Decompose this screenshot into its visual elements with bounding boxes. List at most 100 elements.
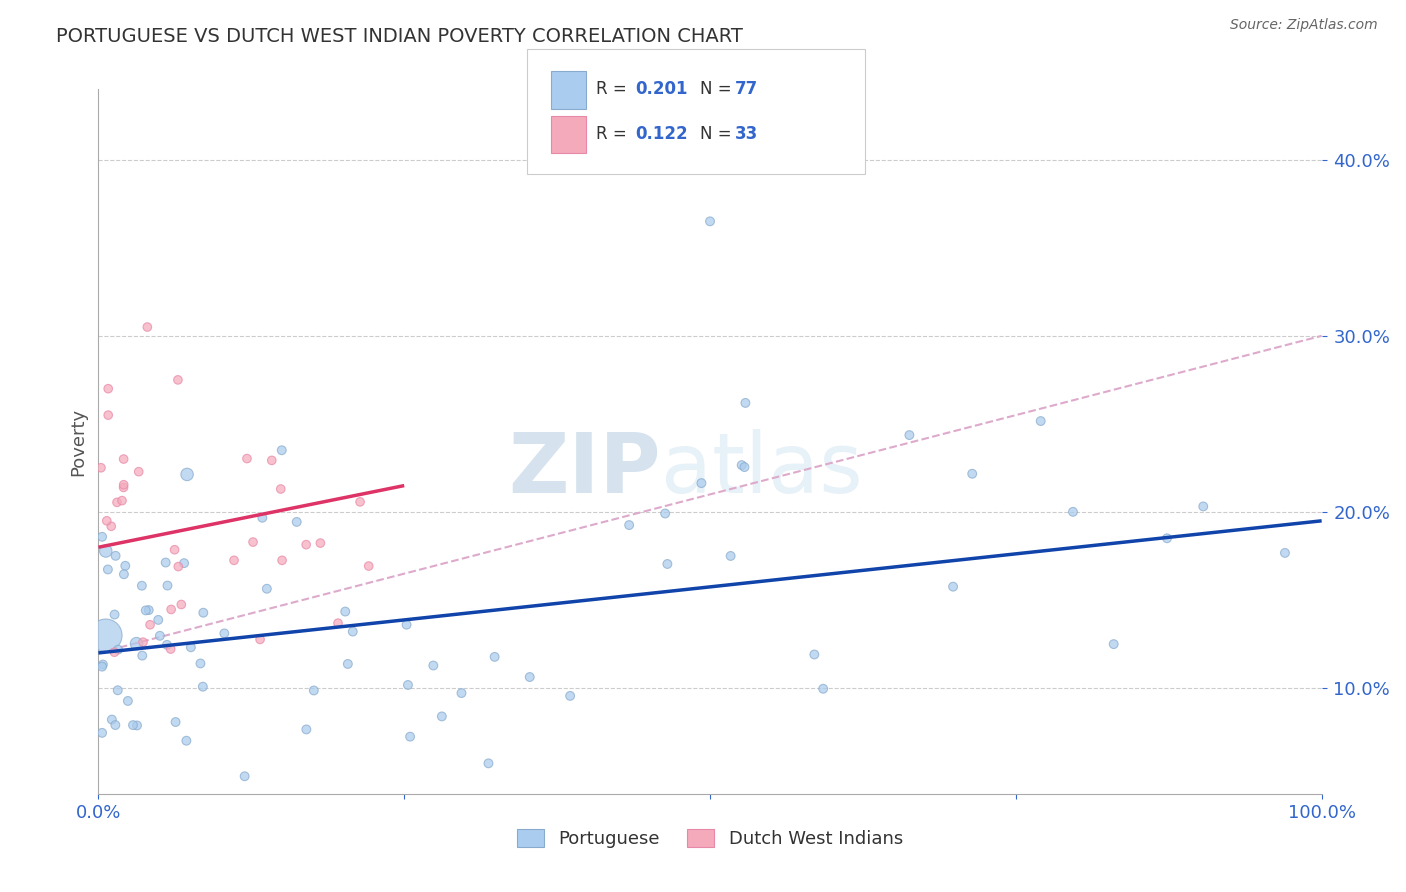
Point	[720, 549, 742, 563]
Point	[176, 733, 198, 747]
Point	[295, 538, 318, 552]
Point	[617, 518, 640, 533]
Point	[256, 582, 278, 596]
Point	[159, 642, 181, 657]
Point	[97, 408, 120, 422]
Point	[165, 714, 187, 729]
Point	[139, 617, 162, 632]
Text: 33: 33	[735, 125, 759, 143]
Text: 77: 77	[735, 80, 759, 98]
Point	[960, 467, 983, 481]
Point	[349, 495, 371, 509]
Point	[342, 624, 364, 639]
Point	[167, 373, 190, 387]
Point	[104, 549, 127, 563]
Point	[136, 320, 159, 334]
Point	[112, 452, 135, 467]
Point	[1156, 531, 1178, 545]
Point	[125, 718, 148, 732]
Point	[1029, 414, 1052, 428]
Point	[260, 453, 283, 467]
Point	[242, 535, 264, 549]
Point	[399, 730, 422, 744]
Point	[94, 544, 117, 558]
Text: R =: R =	[596, 80, 633, 98]
Point	[270, 482, 292, 496]
Point	[252, 510, 274, 524]
Point	[1102, 637, 1125, 651]
Point	[132, 635, 155, 649]
Point	[690, 476, 713, 491]
Point	[295, 723, 318, 737]
Point	[149, 629, 172, 643]
Point	[138, 603, 160, 617]
Point	[271, 553, 294, 567]
Point	[173, 556, 195, 570]
Point	[942, 580, 965, 594]
Point	[112, 477, 135, 491]
Text: R =: R =	[596, 125, 633, 143]
Point	[395, 617, 418, 632]
Text: 0.201: 0.201	[636, 80, 688, 98]
Point	[107, 683, 129, 698]
Point	[657, 557, 679, 571]
Point	[1192, 500, 1215, 514]
Point	[91, 530, 114, 544]
Point	[450, 686, 472, 700]
Point	[898, 428, 921, 442]
Legend: Portuguese, Dutch West Indians: Portuguese, Dutch West Indians	[510, 822, 910, 855]
Point	[233, 769, 256, 783]
Text: Source: ZipAtlas.com: Source: ZipAtlas.com	[1230, 18, 1378, 32]
Point	[519, 670, 541, 684]
Point	[285, 515, 308, 529]
Point	[180, 640, 202, 655]
Text: PORTUGUESE VS DUTCH WEST INDIAN POVERTY CORRELATION CHART: PORTUGUESE VS DUTCH WEST INDIAN POVERTY …	[56, 27, 744, 45]
Point	[357, 559, 380, 574]
Point	[654, 507, 676, 521]
Point	[336, 657, 359, 671]
Point	[104, 718, 127, 732]
Point	[101, 713, 124, 727]
Text: N =: N =	[700, 80, 737, 98]
Point	[135, 603, 157, 617]
Point	[190, 657, 212, 671]
Point	[107, 642, 129, 657]
Point	[94, 628, 117, 642]
Point	[302, 683, 325, 698]
Point	[160, 602, 183, 616]
Point	[114, 558, 136, 573]
Point	[430, 709, 453, 723]
Point	[193, 606, 215, 620]
Point	[122, 718, 145, 732]
Point	[156, 638, 179, 652]
Point	[1274, 546, 1296, 560]
Point	[91, 726, 114, 740]
Point	[309, 536, 332, 550]
Point	[249, 632, 271, 647]
Point	[167, 559, 190, 574]
Point	[1062, 505, 1084, 519]
Point	[222, 553, 245, 567]
Point	[326, 616, 349, 631]
Point	[270, 443, 292, 458]
Point	[176, 467, 198, 482]
Text: 0.122: 0.122	[636, 125, 688, 143]
Point	[148, 613, 170, 627]
Point	[97, 382, 120, 396]
Text: ZIP: ZIP	[509, 429, 661, 510]
Point	[731, 458, 754, 472]
Point	[335, 605, 357, 619]
Point	[422, 658, 444, 673]
Point	[112, 567, 135, 582]
Point	[484, 649, 506, 664]
Point	[811, 681, 834, 696]
Point	[163, 542, 186, 557]
Point	[105, 495, 128, 509]
Point	[90, 460, 112, 475]
Point	[125, 637, 148, 651]
Point	[97, 562, 120, 576]
Text: atlas: atlas	[661, 429, 863, 510]
Point	[111, 493, 134, 508]
Point	[131, 579, 153, 593]
Text: N =: N =	[700, 125, 737, 143]
